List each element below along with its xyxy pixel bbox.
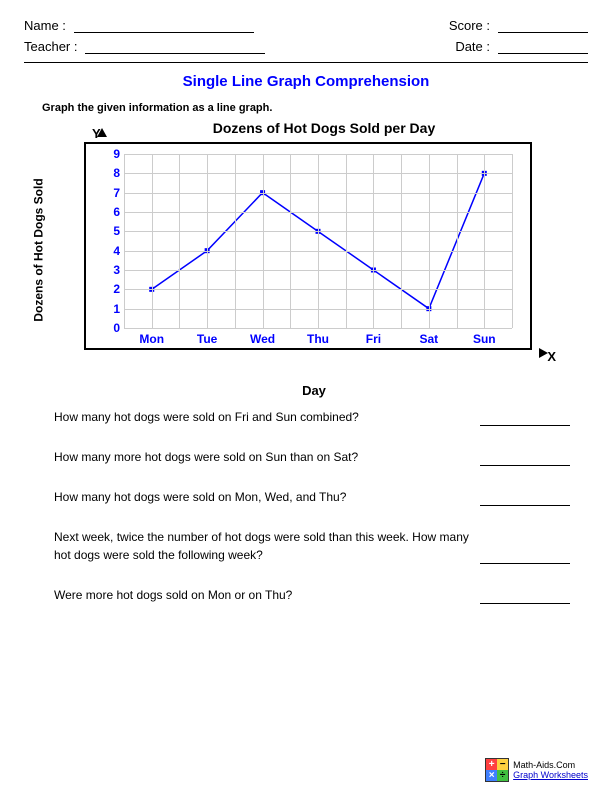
grid-line-v (263, 154, 264, 328)
question-text: How many hot dogs were sold on Mon, Wed,… (54, 488, 480, 506)
question-text: Next week, twice the number of hot dogs … (54, 528, 480, 564)
grid-line-v (457, 154, 458, 328)
grid-line-v (290, 154, 291, 328)
plot-border: 0 1 2 3 4 5 6 7 8 9 Mon Tue Wed Thu Fri Sat Sun (84, 142, 532, 350)
question-row: How many more hot dogs were sold on Sun … (54, 448, 570, 466)
score-label: Score : (449, 18, 490, 33)
answer-blank[interactable] (480, 412, 570, 426)
y-tick-label: 7 (106, 186, 120, 200)
x-tick-label: Sun (473, 332, 496, 346)
teacher-label: Teacher : (24, 39, 77, 54)
question-text: Were more hot dogs sold on Mon or on Thu… (54, 586, 480, 604)
x-tick-label: Thu (307, 332, 329, 346)
question-text: How many hot dogs were sold on Fri and S… (54, 408, 480, 426)
question-row: How many hot dogs were sold on Fri and S… (54, 408, 570, 426)
grid-line-v (484, 154, 485, 328)
date-field: Date : (455, 39, 588, 54)
x-axis-arrow-icon (539, 348, 548, 358)
x-tick-label: Fri (366, 332, 381, 346)
grid-line-v (152, 154, 153, 328)
y-axis-label: Dozens of Hot Dogs Sold (32, 178, 46, 321)
page-title: Single Line Graph Comprehension (24, 73, 588, 90)
y-tick-label: 2 (106, 282, 120, 296)
x-axis-letter: X (547, 349, 556, 364)
instruction-text: Graph the given information as a line gr… (42, 102, 588, 114)
answer-blank[interactable] (480, 590, 570, 604)
y-tick-label: 0 (106, 321, 120, 335)
question-row: Next week, twice the number of hot dogs … (54, 528, 570, 564)
name-field: Name : (24, 18, 254, 33)
y-tick-label: 1 (106, 302, 120, 316)
y-tick-label: 4 (106, 244, 120, 258)
grid-line-v (429, 154, 430, 328)
x-tick-label: Sat (420, 332, 439, 346)
score-blank[interactable] (498, 19, 588, 33)
name-label: Name : (24, 18, 66, 33)
footer-link[interactable]: Graph Worksheets (513, 770, 588, 780)
questions-list: How many hot dogs were sold on Fri and S… (54, 408, 570, 604)
y-axis-arrow-icon (97, 128, 107, 137)
divider (24, 62, 588, 63)
y-tick-label: 5 (106, 224, 120, 238)
answer-blank[interactable] (480, 550, 570, 564)
header-row-2: Teacher : Date : (24, 39, 588, 54)
question-text: How many more hot dogs were sold on Sun … (54, 448, 480, 466)
question-row: Were more hot dogs sold on Mon or on Thu… (54, 586, 570, 604)
teacher-blank[interactable] (85, 40, 265, 54)
chart-container: Dozens of Hot Dogs Sold per Day Y X Doze… (64, 120, 544, 400)
name-blank[interactable] (74, 19, 254, 33)
plot-area: 0123456789MonTueWedThuFriSatSun (124, 154, 512, 328)
answer-blank[interactable] (480, 452, 570, 466)
x-tick-label: Tue (197, 332, 217, 346)
grid-line-v (373, 154, 374, 328)
teacher-field: Teacher : (24, 39, 265, 54)
y-tick-label: 9 (106, 147, 120, 161)
grid-line-v (207, 154, 208, 328)
date-blank[interactable] (498, 40, 588, 54)
chart-title: Dozens of Hot Dogs Sold per Day (134, 120, 514, 136)
answer-blank[interactable] (480, 492, 570, 506)
y-tick-label: 6 (106, 205, 120, 219)
grid-line-v (124, 154, 125, 328)
grid-line-h (124, 328, 512, 329)
footer: +−×÷ Math-Aids.Com Graph Worksheets (485, 758, 588, 782)
score-field: Score : (449, 18, 588, 33)
date-label: Date : (455, 39, 490, 54)
y-tick-label: 3 (106, 263, 120, 277)
grid-line-v (346, 154, 347, 328)
grid-line-v (235, 154, 236, 328)
y-tick-label: 8 (106, 166, 120, 180)
question-row: How many hot dogs were sold on Mon, Wed,… (54, 488, 570, 506)
grid-line-v (512, 154, 513, 328)
header-row-1: Name : Score : (24, 18, 588, 33)
x-tick-label: Wed (250, 332, 275, 346)
grid-line-v (401, 154, 402, 328)
y-axis-label-wrap: Dozens of Hot Dogs Sold (30, 160, 48, 340)
footer-text: Math-Aids.Com Graph Worksheets (513, 760, 588, 780)
footer-line1: Math-Aids.Com (513, 760, 588, 770)
grid-line-v (318, 154, 319, 328)
grid-line-v (179, 154, 180, 328)
math-aids-icon: +−×÷ (485, 758, 509, 782)
x-tick-label: Mon (139, 332, 164, 346)
x-axis-label: Day (114, 383, 514, 398)
